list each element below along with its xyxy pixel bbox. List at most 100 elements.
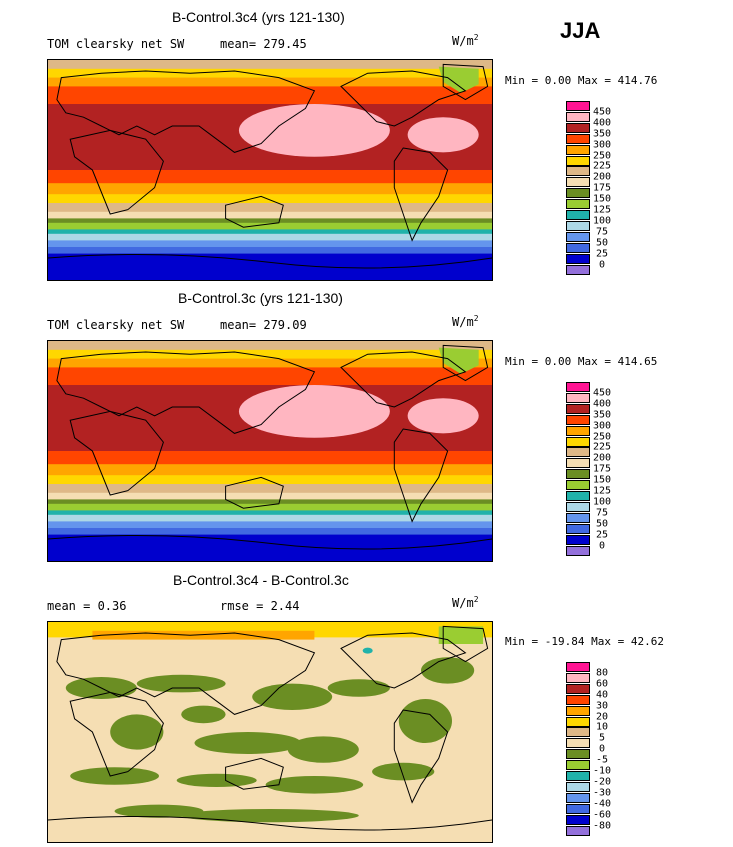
panel2-units: W/m2	[452, 314, 479, 329]
field-band	[48, 492, 492, 500]
coastline	[225, 476, 284, 509]
field-band	[48, 534, 492, 561]
field-max-region	[407, 398, 479, 434]
colorbar-swatch	[566, 749, 590, 760]
field-region	[181, 809, 359, 823]
panel2-map	[47, 340, 493, 562]
colorbar-tick-label: 75	[595, 226, 609, 238]
field-region	[398, 699, 452, 743]
colorbar-tick-label: -10	[592, 765, 612, 777]
field-region	[181, 705, 226, 724]
colorbar-tick-label: 350	[592, 128, 612, 140]
colorbar-swatch	[566, 155, 590, 166]
colorbar-swatch	[566, 436, 590, 447]
field-band	[48, 229, 492, 235]
field-band	[48, 253, 492, 280]
field-band	[48, 514, 492, 522]
field-band	[48, 240, 492, 248]
field-region	[265, 776, 364, 794]
colorbar-tick-label: 50	[595, 237, 609, 249]
colorbar-tick-label: 175	[592, 182, 612, 194]
colorbar-tick-label: 150	[592, 474, 612, 486]
colorbar-tick-label: 75	[595, 507, 609, 519]
field-band	[48, 503, 492, 511]
colorbar-tick-label: 125	[592, 204, 612, 216]
panel1-units: W/m2	[452, 33, 479, 48]
colorbar-tick-label: 225	[592, 441, 612, 453]
colorbar-tick-label: 40	[595, 689, 609, 701]
field-band	[48, 60, 492, 70]
coastline	[340, 70, 467, 127]
field-region	[70, 767, 159, 785]
colorbar-swatch	[566, 501, 590, 512]
field-region	[438, 626, 484, 644]
colorbar-swatch	[566, 242, 590, 253]
colorbar-tick-label: 0	[598, 540, 606, 551]
field-band	[48, 233, 492, 241]
panel3-minmax: Min = -19.84 Max = 42.62	[505, 635, 664, 648]
colorbar-swatch	[566, 814, 590, 825]
colorbar-tick-label: 150	[592, 193, 612, 205]
field-band	[48, 341, 492, 351]
colorbar-tick-label: 80	[595, 667, 609, 679]
colorbar-swatch	[566, 264, 590, 275]
coastline	[225, 757, 284, 790]
colorbar-swatch	[566, 447, 590, 458]
colorbar-swatch	[566, 425, 590, 436]
field-band	[48, 183, 492, 195]
field-band	[48, 218, 492, 224]
field-region	[114, 804, 204, 818]
colorbar-swatch	[566, 133, 590, 144]
field-region	[252, 683, 333, 710]
colorbar-tick-label: 450	[592, 387, 612, 399]
colorbar-tick-label: 300	[592, 420, 612, 432]
colorbar-swatch	[566, 220, 590, 231]
coastline	[56, 70, 316, 153]
panel1-title: B-Control.3c4 (yrs 121-130)	[172, 9, 345, 25]
coastline	[393, 428, 449, 523]
colorbar-swatch	[566, 480, 590, 491]
field-band	[48, 484, 492, 494]
colorbar-tick-label: 450	[592, 106, 612, 118]
panel1-variable: TOM clearsky net SW	[47, 37, 185, 51]
field-band	[48, 222, 492, 230]
colorbar-swatch	[566, 382, 590, 392]
colorbar-swatch	[566, 781, 590, 792]
colorbar-tick-label: 25	[595, 248, 609, 260]
coastline-antarctica	[48, 534, 492, 550]
season-label: JJA	[560, 18, 601, 43]
colorbar-tick-label: 225	[592, 160, 612, 172]
field-region	[362, 647, 373, 654]
coastline	[442, 625, 489, 663]
field-band	[48, 68, 492, 79]
field-region	[327, 679, 390, 697]
colorbar-swatch	[566, 199, 590, 210]
panel1-minmax: Min = 0.00 Max = 414.76	[505, 74, 658, 87]
field-region	[194, 732, 302, 754]
colorbar-tick-label: 175	[592, 463, 612, 475]
colorbar-swatch	[566, 210, 590, 220]
colorbar-swatch	[566, 523, 590, 534]
field-band	[48, 77, 492, 87]
panel2-title: B-Control.3c (yrs 121-130)	[178, 290, 343, 306]
field-band	[48, 475, 492, 485]
colorbar-swatch	[566, 101, 590, 111]
colorbar-swatch	[566, 534, 590, 545]
field-band	[48, 510, 492, 516]
colorbar-tick-label: 20	[595, 711, 609, 722]
panel1-map	[47, 59, 493, 281]
field-band	[48, 358, 492, 368]
colorbar-swatch	[566, 188, 590, 199]
colorbar-tick-label: -20	[592, 776, 612, 788]
colorbar-tick-label: 250	[592, 150, 612, 161]
colorbar-tick-label: 125	[592, 485, 612, 497]
field-region	[287, 736, 359, 763]
colorbar-swatch	[566, 392, 590, 403]
panel3-mean: mean = 0.36	[47, 599, 127, 613]
coastline-antarctica	[48, 253, 492, 269]
colorbar-tick-label: -40	[592, 798, 612, 810]
field-greenland	[438, 66, 479, 93]
field-region	[372, 762, 435, 781]
field-band	[48, 203, 492, 213]
colorbar-swatch	[566, 166, 590, 177]
